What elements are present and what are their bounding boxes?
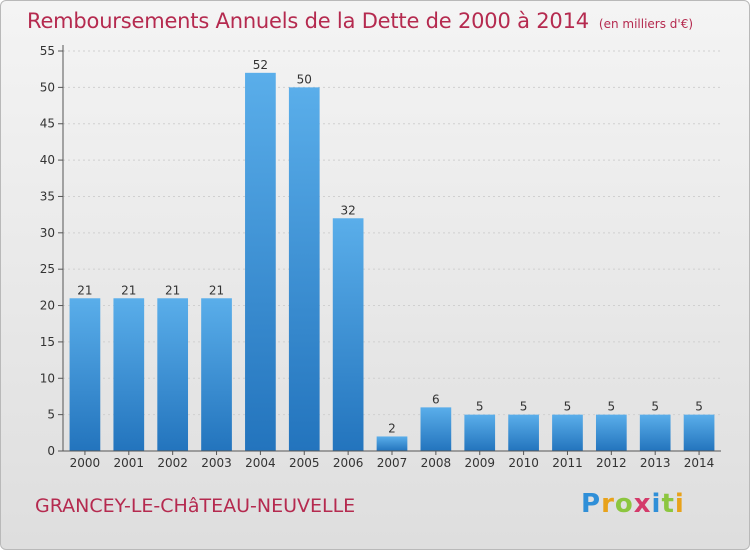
chart-title: Remboursements Annuels de la Dette de 20…	[27, 9, 589, 33]
bar	[595, 414, 627, 451]
y-tick-label: 30	[40, 226, 55, 240]
logo-letter: t	[661, 489, 675, 519]
bar	[201, 298, 232, 451]
data-label: 52	[253, 58, 268, 72]
x-tick-label: 2009	[464, 456, 495, 470]
bar	[157, 298, 189, 451]
proxiti-logo: Proxiti	[581, 489, 685, 519]
logo-letter: x	[633, 489, 652, 519]
bar	[420, 407, 452, 451]
chart-subtitle: (en milliers d'€)	[598, 17, 694, 31]
title-row: Remboursements Annuels de la Dette de 20…	[27, 9, 693, 33]
x-tick-label: 2003	[201, 456, 232, 470]
bar	[683, 414, 715, 451]
bar	[113, 298, 145, 451]
x-tick-label: 2004	[245, 456, 276, 470]
bar	[376, 436, 408, 451]
y-tick-label: 50	[40, 80, 55, 94]
y-tick-label: 15	[40, 335, 55, 349]
x-tick-label: 2010	[508, 456, 539, 470]
y-tick-label: 55	[40, 44, 55, 58]
y-tick-label: 25	[40, 262, 55, 276]
y-tick-label: 5	[47, 408, 55, 422]
x-tick-label: 2011	[552, 456, 583, 470]
data-label: 21	[165, 283, 180, 297]
data-label: 6	[432, 392, 440, 406]
x-tick-label: 2013	[640, 456, 671, 470]
bar	[639, 414, 671, 451]
y-tick-label: 10	[40, 371, 55, 385]
bars: 21 21 21 21 52 50 32 2 6 5 5 5 5 5 5	[69, 58, 715, 452]
bar	[245, 72, 276, 452]
commune-name: GRANCEY-LE-CHâTEAU-NEUVELLE	[35, 495, 356, 517]
x-tick-label: 2008	[421, 456, 452, 470]
data-label: 2	[388, 421, 396, 435]
bar	[464, 414, 496, 451]
data-label: 5	[476, 400, 484, 414]
logo-letter: P	[581, 489, 602, 519]
data-label: 5	[520, 400, 528, 414]
data-label: 5	[564, 400, 572, 414]
bar	[69, 298, 101, 451]
y-tick-label: 0	[47, 444, 55, 458]
data-label: 32	[340, 203, 355, 217]
bar	[332, 218, 364, 451]
y-tick-label: 45	[40, 117, 55, 131]
bar	[288, 87, 320, 451]
x-tick-label: 2000	[70, 456, 101, 470]
logo-letter: i	[651, 489, 662, 519]
x-tick-label: 2001	[114, 456, 145, 470]
data-label: 50	[297, 72, 312, 86]
logo-letter: r	[601, 489, 615, 519]
data-label: 5	[695, 400, 703, 414]
x-tick-label: 2005	[289, 456, 320, 470]
data-label: 5	[608, 400, 616, 414]
y-tick-label: 35	[40, 189, 55, 203]
x-tick-label: 2014	[684, 456, 715, 470]
logo-letter: o	[614, 489, 634, 519]
x-tick-label: 2007	[377, 456, 408, 470]
x-tick-label: 2012	[596, 456, 627, 470]
data-label: 21	[121, 283, 136, 297]
x-tick-label: 2002	[157, 456, 188, 470]
bar	[552, 414, 583, 451]
y-tick-label: 40	[40, 153, 55, 167]
data-label: 21	[209, 283, 224, 297]
bar	[508, 414, 539, 451]
x-tick-label: 2006	[333, 456, 364, 470]
logo-letter: i	[674, 489, 685, 519]
data-label: 5	[651, 400, 659, 414]
data-label: 21	[77, 283, 92, 297]
y-tick-label: 20	[40, 299, 55, 313]
